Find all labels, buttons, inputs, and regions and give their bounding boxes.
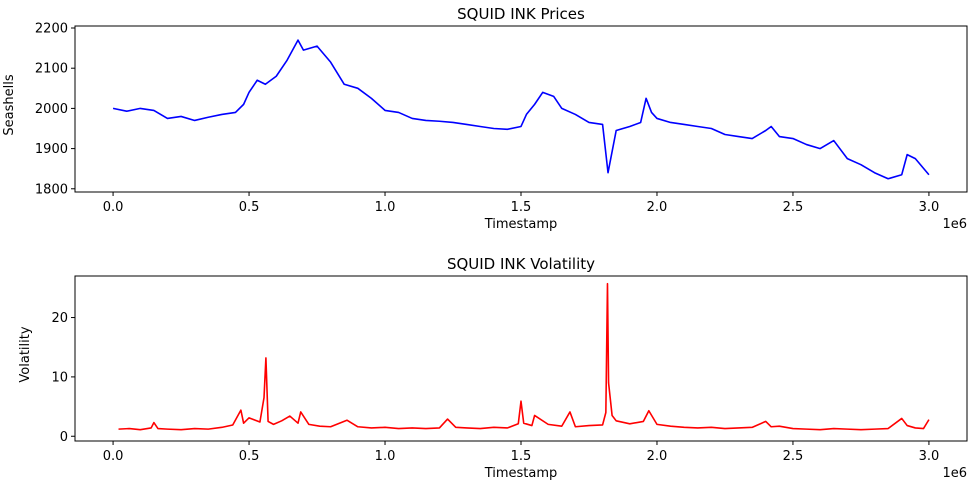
prices-y-tick-label: 2000 — [35, 102, 68, 117]
volatility-x-axis-label: Timestamp — [484, 466, 558, 481]
prices-axes-frame — [74, 25, 968, 193]
prices-x-tick-label: 1.0 — [375, 200, 396, 215]
volatility-x-tick-label: 1.5 — [511, 449, 532, 464]
prices-chart-title: SQUID INK Prices — [457, 5, 585, 23]
volatility-x-tick-label: 2.0 — [647, 449, 668, 464]
prices-x-tick-label: 0.0 — [103, 200, 124, 215]
prices-x-tick-label: 2.5 — [783, 200, 804, 215]
prices-x-axis-label: Timestamp — [484, 217, 558, 232]
prices-x-tick-label: 3.0 — [919, 200, 940, 215]
prices-y-tick-label: 2100 — [35, 62, 68, 77]
volatility-x-tick-label: 0.5 — [239, 449, 260, 464]
volatility-series-line — [118, 282, 930, 431]
prices-y-tick-label: 1800 — [35, 182, 68, 197]
volatility-x-tick-label: 0.0 — [103, 449, 124, 464]
prices-y-axis-label: Seashells — [2, 74, 17, 135]
volatility-x-tick-label: 1.0 — [375, 449, 396, 464]
volatility-y-tick-label: 0 — [60, 430, 68, 445]
volatility-chart-title: SQUID INK Volatility — [447, 255, 595, 273]
prices-x-offset-text: 1e6 — [942, 217, 967, 232]
volatility-x-tick-label: 3.0 — [919, 449, 940, 464]
volatility-y-tick-label: 20 — [51, 311, 68, 326]
prices-x-tick-label: 1.5 — [511, 200, 532, 215]
prices-x-tick-label: 0.5 — [239, 200, 260, 215]
prices-chart: 0.0 0.5 1.0 1.5 2.0 2.5 3.0 1800 1900 2000 2100 220… — [2, 5, 968, 232]
volatility-y-axis-label: Volatility — [18, 326, 33, 382]
prices-y-tick-label: 2200 — [35, 22, 68, 37]
volatility-x-tick-label: 2.5 — [783, 449, 804, 464]
volatility-chart: 0.0 0.5 1.0 1.5 2.0 2.5 3.0 0 10 20 SQUID INK Vola… — [18, 255, 968, 481]
prices-x-tick-label: 2.0 — [647, 200, 668, 215]
prices-y-tick-label: 1900 — [35, 142, 68, 157]
volatility-y-tick-label: 10 — [51, 370, 68, 385]
volatility-axes-frame — [74, 275, 968, 442]
volatility-x-offset-text: 1e6 — [942, 466, 967, 481]
prices-series-line — [112, 39, 930, 180]
